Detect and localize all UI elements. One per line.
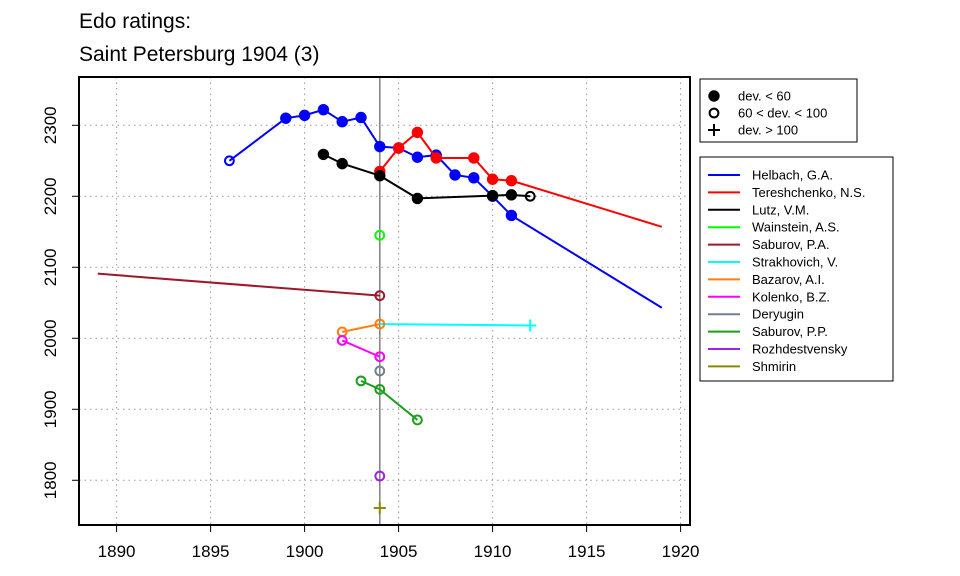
x-tick-label: 1900	[286, 542, 324, 561]
data-point	[374, 140, 386, 153]
chart-title: Edo ratings:	[79, 10, 192, 33]
legend-entry-label: Kolenko, B.Z.	[752, 289, 830, 304]
data-point	[298, 109, 311, 122]
data-point	[374, 383, 386, 395]
data-point	[336, 157, 348, 170]
series-6	[336, 318, 386, 338]
legend-marker-symbol	[708, 124, 720, 136]
series-line	[97, 272, 380, 297]
data-point	[486, 173, 499, 185]
legend-players: Helbach, G.A. Tereshchenko, N.S. Lutz, V.M…	[699, 156, 894, 382]
data-point	[374, 169, 386, 182]
legend-entry-label: Helbach, G.A.	[752, 168, 833, 183]
x-tick-label: 1895	[192, 542, 230, 561]
y-tick-label: 2100	[41, 248, 60, 286]
data-point	[430, 152, 442, 164]
x-tick-label: 1920	[662, 542, 700, 561]
legend-marker-label: dev. < 60	[738, 89, 791, 104]
series-11	[373, 501, 386, 514]
legend-entry-label: Deryugin	[752, 307, 804, 322]
data-point	[280, 112, 292, 124]
data-point	[374, 229, 386, 241]
data-point	[524, 319, 537, 332]
series-1	[374, 126, 663, 228]
x-tick-label: 1915	[568, 542, 606, 561]
data-point	[411, 126, 424, 139]
y-tick-label: 1900	[41, 390, 60, 428]
data-point	[468, 152, 480, 164]
series-8	[374, 365, 386, 377]
series-line	[341, 323, 381, 333]
legend-entry-label: Shmirin	[752, 359, 796, 374]
data-point	[411, 151, 424, 163]
data-point	[524, 190, 536, 202]
x-tick-label: 1905	[380, 542, 418, 561]
series-7	[336, 335, 386, 363]
legend-frame	[699, 78, 858, 143]
legend-entry-label: Saburov, P.A.	[752, 237, 830, 252]
data-point	[505, 209, 518, 222]
data-point	[486, 189, 499, 202]
y-tick-label: 1800	[41, 461, 60, 499]
data-point	[373, 501, 386, 514]
legend-marker-symbol	[708, 90, 720, 102]
legend-entry-label: Tereshchenko, N.S.	[752, 185, 865, 200]
data-point	[374, 365, 386, 377]
data-point	[336, 116, 348, 128]
legend-entry-label: Saburov, P.P.	[752, 324, 828, 339]
legend-entry-label: Lutz, V.M.	[752, 202, 809, 217]
data-point	[468, 172, 480, 184]
series-line	[322, 153, 531, 200]
series-9	[355, 375, 423, 426]
legend-marker-types: dev. < 60 60 < dev. < 100 dev. > 100	[699, 78, 858, 143]
legend-entry-label: Strakhovich, V.	[752, 255, 838, 270]
series-3	[374, 229, 386, 241]
data-point	[317, 148, 330, 161]
data-point	[355, 111, 367, 124]
legend-entry-label: Rozhdestvensky	[752, 342, 848, 357]
data-point	[505, 174, 518, 187]
series-5	[379, 319, 537, 332]
data-point	[317, 103, 330, 116]
data-point	[374, 470, 386, 482]
data-point	[392, 142, 405, 154]
series-2	[317, 148, 536, 205]
legend-marker-label: 60 < dev. < 100	[738, 106, 827, 121]
data-point	[355, 375, 367, 387]
data-point	[411, 192, 424, 205]
legend-entry-label: Bazarov, A.I.	[752, 272, 825, 287]
x-tick-label: 1910	[474, 542, 512, 561]
data-point	[336, 335, 348, 346]
series-layer	[97, 77, 663, 525]
data-point	[374, 351, 386, 363]
x-tick-label: 1890	[98, 542, 136, 561]
data-point	[449, 169, 461, 181]
legend-frame	[699, 156, 894, 382]
data-point	[224, 155, 235, 167]
y-tick-label: 2200	[41, 177, 60, 215]
chart-subtitle: Saint Petersburg 1904 (3)	[79, 43, 320, 66]
data-point	[374, 290, 386, 302]
series-line	[379, 130, 663, 228]
series-line	[360, 379, 419, 421]
legend-marker-label: dev. > 100	[738, 123, 798, 138]
axes: 1890 1895 1900 1905 1910 1915 1920 1800 1900 2000…	[41, 106, 700, 561]
data-point	[412, 414, 423, 426]
legend-marker-symbol	[708, 107, 720, 119]
data-point	[505, 189, 518, 201]
y-tick-label: 2300	[41, 106, 60, 144]
plot-frame	[78, 76, 691, 526]
series-4	[97, 272, 386, 302]
series-10	[374, 470, 386, 482]
data-point	[374, 318, 386, 330]
series-line	[341, 339, 381, 358]
legend-entry-label: Wainstein, A.S.	[752, 220, 840, 235]
series-line	[379, 323, 531, 327]
series-line	[228, 108, 663, 309]
y-tick-label: 2000	[41, 319, 60, 357]
